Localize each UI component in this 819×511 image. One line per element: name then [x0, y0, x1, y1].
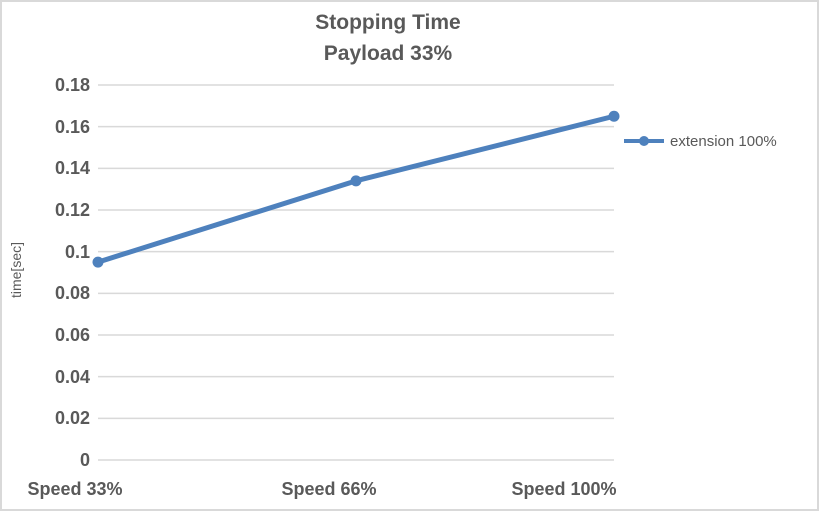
chart-title-block: Stopping Time Payload 33% [2, 7, 774, 69]
y-tick-label: 0.16 [54, 116, 90, 137]
chart-title: Stopping Time [315, 11, 461, 34]
y-tick-label: 0.18 [54, 75, 90, 95]
legend: extension 100% [622, 130, 777, 152]
legend-marker-icon [624, 136, 664, 146]
x-tick-label: Speed 66% [281, 479, 377, 499]
y-tick-label: 0.12 [54, 200, 90, 220]
series-line [95, 113, 617, 265]
series-markers [92, 110, 620, 268]
y-tick-label: 0 [79, 450, 90, 470]
legend-label: extension 100% [670, 132, 777, 150]
y-tick-label: 0.02 [54, 408, 90, 429]
y-tick-label: 0.14 [54, 158, 90, 179]
y-tick-label: 0.04 [54, 366, 90, 387]
y-tick-label: 0.08 [54, 283, 90, 304]
x-tick-label: Speed 100% [511, 479, 617, 499]
y-tick-label: 0.06 [54, 325, 90, 345]
gridlines [98, 84, 614, 461]
chart-subtitle: Payload 33% [323, 42, 453, 65]
x-tick-label: Speed 33% [27, 479, 123, 499]
y-tick-label: 0.1 [64, 241, 90, 262]
